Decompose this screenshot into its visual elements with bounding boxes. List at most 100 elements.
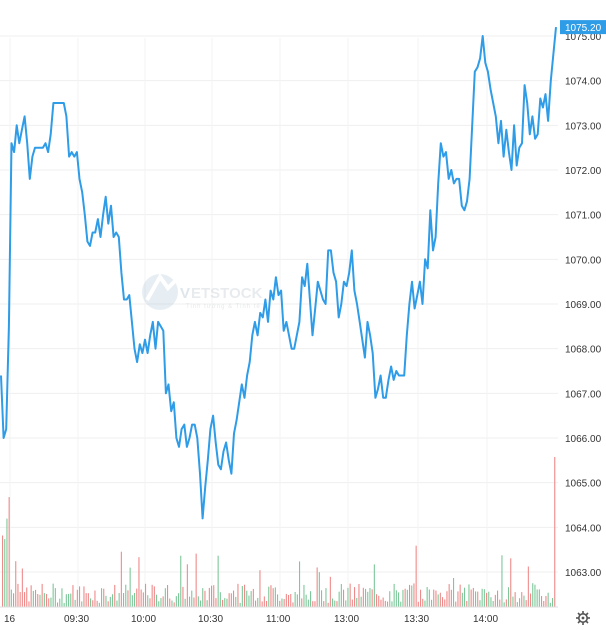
volume-bar bbox=[182, 586, 184, 607]
volume-bar bbox=[538, 589, 540, 607]
volume-bar bbox=[497, 590, 499, 607]
volume-bar bbox=[395, 590, 397, 607]
volume-bar bbox=[391, 601, 393, 607]
volume-bar bbox=[52, 583, 54, 607]
volume-bar bbox=[63, 602, 65, 607]
volume-bar bbox=[74, 599, 76, 607]
x-tick-label: 11:00 bbox=[266, 614, 291, 625]
volume-bar bbox=[244, 584, 246, 607]
volume-bar bbox=[103, 588, 105, 607]
volume-bar bbox=[318, 572, 320, 607]
volume-bar bbox=[41, 583, 43, 607]
volume-bar bbox=[153, 586, 155, 607]
x-tick-label: 13:00 bbox=[334, 614, 359, 625]
volume-bar bbox=[28, 601, 30, 607]
volume-bar bbox=[50, 597, 52, 607]
y-tick-label: 1075.00 bbox=[565, 32, 602, 43]
x-tick-label: 09:30 bbox=[64, 614, 89, 625]
volume-bar bbox=[81, 601, 83, 607]
volume-bar bbox=[13, 593, 15, 607]
volume-bar bbox=[508, 587, 510, 607]
volume-bar bbox=[349, 583, 351, 607]
volume-bar bbox=[202, 588, 204, 607]
volume-bar bbox=[239, 602, 241, 607]
volume-bar bbox=[426, 587, 428, 607]
volume-bar bbox=[268, 586, 270, 607]
volume-bar bbox=[279, 600, 281, 607]
volume-bar bbox=[402, 589, 404, 607]
volume-bar bbox=[516, 602, 518, 607]
volume-bar bbox=[123, 593, 125, 607]
volume-bar bbox=[334, 600, 336, 607]
volume-bar bbox=[455, 601, 457, 607]
volume-bar bbox=[10, 589, 12, 607]
volume-bar bbox=[85, 593, 87, 607]
volume-bar bbox=[343, 589, 345, 607]
volume-bar bbox=[470, 589, 472, 607]
volume-bar bbox=[120, 551, 122, 607]
volume-bar bbox=[424, 600, 426, 607]
volume-bar bbox=[492, 601, 494, 607]
volume-bar bbox=[149, 598, 151, 607]
gear-icon[interactable] bbox=[576, 611, 590, 625]
volume-bar bbox=[171, 600, 173, 607]
volume-bar bbox=[107, 601, 109, 607]
volume-bar bbox=[197, 596, 199, 607]
volume-bar bbox=[140, 589, 142, 607]
volume-bar bbox=[512, 596, 514, 607]
volume-bar bbox=[138, 557, 140, 607]
volume-bar bbox=[312, 601, 314, 607]
volume-bar bbox=[228, 593, 230, 607]
volume-bar bbox=[389, 591, 391, 607]
x-tick-label: 10:00 bbox=[131, 614, 156, 625]
volume-bar bbox=[461, 592, 463, 607]
y-tick-label: 1066.00 bbox=[565, 434, 602, 445]
volume-bar bbox=[534, 584, 536, 607]
volume-bar bbox=[490, 597, 492, 607]
volume-bar bbox=[180, 555, 182, 607]
volume-bar bbox=[206, 600, 208, 607]
volume-bar bbox=[369, 588, 371, 607]
volume-bar bbox=[347, 587, 349, 607]
volume-bar bbox=[358, 584, 360, 607]
volume-bar bbox=[351, 599, 353, 607]
volume-bar bbox=[477, 591, 479, 607]
volume-bar bbox=[299, 561, 301, 607]
x-tick-label: 13:30 bbox=[404, 614, 429, 625]
x-axis: 16 09:30 10:00 10:30 11:00 13:00 13:30 14:00 bbox=[0, 606, 558, 625]
volume-bar bbox=[536, 589, 538, 607]
volume-bar bbox=[68, 593, 70, 607]
volume-bar bbox=[362, 587, 364, 607]
volume-bar bbox=[6, 518, 8, 607]
volume-bar bbox=[248, 595, 250, 607]
volume-bar bbox=[332, 598, 334, 607]
volume-bar bbox=[307, 599, 309, 607]
volume-bars bbox=[2, 457, 556, 607]
watermark-brand-prefix: V bbox=[180, 285, 190, 302]
volume-bar bbox=[543, 601, 545, 607]
volume-bar bbox=[530, 593, 532, 607]
volume-bar bbox=[290, 594, 292, 607]
volume-bar bbox=[437, 594, 439, 607]
volume-bar bbox=[217, 555, 219, 607]
volume-bar bbox=[466, 601, 468, 607]
volume-bar bbox=[523, 595, 525, 607]
volume-bar bbox=[301, 598, 303, 607]
volume-bar bbox=[2, 535, 4, 607]
volume-bar bbox=[4, 539, 6, 607]
last-value-marker: 1075.20 bbox=[560, 20, 606, 35]
volume-bar bbox=[43, 593, 45, 607]
volume-bar bbox=[327, 602, 329, 607]
volume-bar bbox=[314, 601, 316, 607]
volume-bar bbox=[162, 596, 164, 607]
volume-bar bbox=[235, 596, 237, 607]
volume-bar bbox=[336, 601, 338, 607]
volume-bar bbox=[448, 584, 450, 607]
volume-bar bbox=[222, 599, 224, 607]
volume-bar bbox=[72, 585, 74, 607]
volume-bar bbox=[316, 567, 318, 607]
volume-bar bbox=[404, 588, 406, 607]
volume-bar bbox=[129, 567, 131, 607]
volume-bar bbox=[380, 599, 382, 607]
volume-bar bbox=[360, 596, 362, 607]
